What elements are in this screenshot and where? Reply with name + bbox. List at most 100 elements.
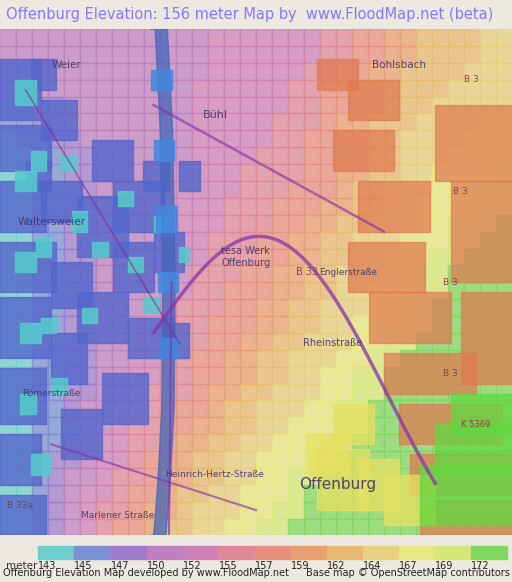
Bar <box>0 434 41 485</box>
Bar <box>128 80 144 97</box>
Bar <box>416 367 432 384</box>
Bar <box>156 207 177 232</box>
Bar <box>399 546 435 559</box>
Bar <box>291 546 327 559</box>
Bar <box>496 232 512 249</box>
Bar <box>77 292 128 343</box>
Bar <box>208 519 224 535</box>
Bar <box>160 198 176 215</box>
Bar <box>464 384 480 400</box>
Bar <box>0 417 16 434</box>
Bar <box>80 215 96 232</box>
Bar <box>496 434 512 451</box>
Bar <box>112 400 128 417</box>
Bar <box>336 468 352 485</box>
Bar <box>151 70 172 90</box>
Bar <box>320 417 336 434</box>
Bar <box>384 164 400 181</box>
Text: 169: 169 <box>435 560 453 570</box>
Bar <box>16 130 32 147</box>
Bar <box>48 46 64 63</box>
Bar <box>0 367 16 384</box>
Text: 152: 152 <box>183 560 201 570</box>
Bar <box>0 232 16 249</box>
Bar <box>240 316 256 333</box>
Bar <box>176 147 192 164</box>
Bar <box>288 451 304 468</box>
Bar <box>208 147 224 164</box>
Bar <box>16 147 32 164</box>
Bar <box>144 232 160 249</box>
Bar <box>400 215 416 232</box>
Bar <box>432 181 448 198</box>
Bar <box>112 384 128 400</box>
Bar <box>96 29 112 46</box>
Bar <box>352 519 368 535</box>
Bar <box>352 215 368 232</box>
Bar <box>368 468 384 485</box>
Bar <box>240 46 256 63</box>
Bar <box>64 265 80 282</box>
Bar <box>240 502 256 519</box>
Bar <box>176 417 192 434</box>
Bar <box>80 147 96 164</box>
Bar <box>288 316 304 333</box>
Bar <box>160 181 176 198</box>
Bar <box>160 485 176 502</box>
Bar <box>15 171 36 191</box>
Bar <box>496 97 512 113</box>
Bar <box>336 63 352 80</box>
Bar <box>208 417 224 434</box>
Bar <box>304 164 320 181</box>
Text: Römerstraße: Römerstraße <box>22 389 80 398</box>
Bar <box>224 46 240 63</box>
Bar <box>384 97 400 113</box>
Text: B 33a: B 33a <box>8 501 33 510</box>
Bar <box>176 215 192 232</box>
Bar <box>496 46 512 63</box>
Bar <box>352 80 368 97</box>
Bar <box>80 113 96 130</box>
Bar <box>0 198 16 215</box>
Bar <box>352 232 368 249</box>
Bar <box>208 485 224 502</box>
Bar <box>480 400 496 417</box>
Bar <box>224 181 240 198</box>
Bar <box>464 282 480 299</box>
Bar <box>368 164 384 181</box>
Bar <box>384 384 400 400</box>
Bar <box>192 417 208 434</box>
Bar <box>384 63 400 80</box>
Bar <box>144 502 160 519</box>
Bar <box>304 63 320 80</box>
Bar <box>416 350 432 367</box>
Bar <box>176 249 192 265</box>
Bar <box>368 485 384 502</box>
Bar <box>288 434 304 451</box>
Bar <box>77 196 128 257</box>
Bar <box>176 316 192 333</box>
Bar <box>448 350 464 367</box>
Bar <box>82 307 97 323</box>
Bar <box>336 316 352 333</box>
Bar <box>496 249 512 265</box>
Bar <box>368 519 384 535</box>
Bar <box>16 80 32 97</box>
Bar <box>32 417 48 434</box>
Bar <box>448 63 464 80</box>
Bar <box>336 451 352 468</box>
Bar <box>80 198 96 215</box>
Bar <box>240 147 256 164</box>
Bar <box>384 113 400 130</box>
Bar <box>240 451 256 468</box>
Bar <box>352 350 368 367</box>
Bar <box>32 384 48 400</box>
Bar <box>240 215 256 232</box>
Bar <box>112 519 128 535</box>
Bar <box>16 232 32 249</box>
Bar <box>160 367 176 384</box>
Bar <box>176 468 192 485</box>
Bar <box>183 546 219 559</box>
Bar <box>208 333 224 350</box>
Bar <box>240 434 256 451</box>
